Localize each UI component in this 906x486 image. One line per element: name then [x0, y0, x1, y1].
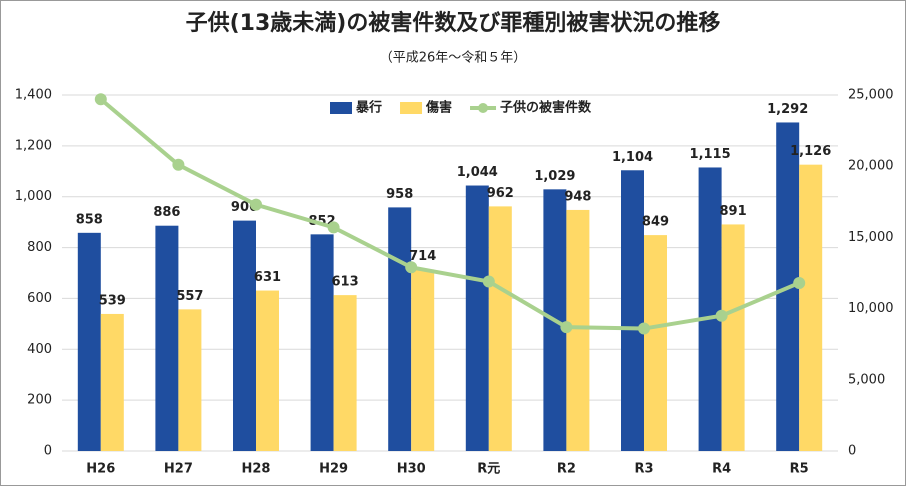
- line-point: [172, 158, 185, 171]
- line-point: [94, 93, 107, 106]
- x-tick-label: R4: [712, 462, 731, 477]
- y-tick-label: 1,000: [15, 189, 52, 204]
- legend-symbol: [400, 102, 423, 114]
- data-label: 557: [176, 289, 203, 304]
- data-label: 886: [153, 205, 180, 220]
- bar: [799, 164, 823, 451]
- data-label: 539: [99, 293, 126, 308]
- line-point: [560, 321, 573, 334]
- y2-tick-label: 10,000: [848, 301, 894, 316]
- legend-symbol: [330, 102, 352, 114]
- line-point: [482, 275, 495, 288]
- data-label: 962: [487, 186, 514, 201]
- data-label: 613: [332, 275, 359, 290]
- bar: [233, 220, 256, 451]
- data-label: 1,044: [457, 165, 498, 180]
- bar: [388, 207, 412, 451]
- data-label: 714: [409, 249, 436, 264]
- y2-tick-label: 20,000: [848, 159, 894, 174]
- x-tick-label: H26: [86, 462, 115, 477]
- data-label: 1,104: [612, 150, 653, 165]
- x-tick-label: R5: [790, 462, 809, 477]
- y-tick-label: 0: [44, 444, 52, 459]
- bar: [333, 295, 357, 451]
- data-label: 631: [254, 270, 281, 285]
- data-label: 948: [564, 189, 591, 204]
- bar: [310, 234, 334, 451]
- bar: [488, 206, 512, 451]
- y2-tick-label: 15,000: [848, 230, 894, 245]
- bar: [100, 313, 124, 451]
- data-label: 1,029: [534, 169, 575, 184]
- bar: [721, 224, 745, 451]
- legend-label: 暴行: [355, 100, 382, 116]
- legend-label: 子供の被害件数: [500, 100, 592, 116]
- bar: [256, 290, 279, 451]
- y-tick-label: 400: [27, 342, 52, 357]
- x-tick-label: R2: [557, 462, 576, 477]
- y-tick-label: 1,200: [15, 138, 52, 153]
- data-label: 891: [720, 204, 747, 219]
- x-tick-label: R3: [634, 462, 653, 477]
- bar: [178, 309, 202, 451]
- bar: [155, 225, 179, 451]
- line-point: [793, 276, 806, 289]
- data-label: 858: [76, 212, 103, 227]
- data-label: 958: [386, 187, 413, 202]
- chart-title: 子供(13歳未満)の被害件数及び罪種別被害状況の推移: [186, 10, 721, 36]
- line: [99, 97, 800, 331]
- data-label: 1,126: [790, 144, 831, 159]
- legend-label: 傷害: [425, 100, 452, 116]
- y-tick-label: 600: [27, 291, 52, 306]
- line-point: [638, 322, 650, 335]
- x-tick-label: R元: [477, 462, 500, 477]
- y2-tick-label: 5,000: [848, 372, 885, 387]
- bar: [566, 209, 590, 451]
- bar: [698, 167, 722, 451]
- bar: [465, 185, 489, 452]
- x-tick-label: H27: [164, 462, 193, 477]
- data-label: 1,115: [690, 147, 731, 162]
- y-tick-label: 800: [27, 240, 52, 255]
- x-tick-label: H30: [397, 462, 426, 477]
- bar: [621, 170, 644, 452]
- y-tick-label: 1,400: [15, 88, 52, 103]
- bar: [411, 269, 435, 451]
- y2-tick-label: 0: [848, 444, 856, 459]
- legend-symbol: [478, 103, 489, 113]
- x-tick-label: H28: [242, 462, 271, 477]
- line-point: [405, 261, 418, 274]
- y2-tick-label: 25,000: [848, 88, 894, 103]
- line-point: [250, 198, 262, 211]
- line-point: [327, 221, 340, 234]
- bar: [77, 232, 101, 451]
- x-tick-label: H29: [319, 462, 348, 477]
- data-label: 849: [642, 215, 669, 230]
- data-label: 1,292: [767, 102, 808, 117]
- y-tick-label: 200: [27, 393, 52, 408]
- bar: [644, 235, 667, 451]
- chart-subtitle: （平成26年～令和５年）: [380, 51, 527, 66]
- line-point: [715, 309, 728, 322]
